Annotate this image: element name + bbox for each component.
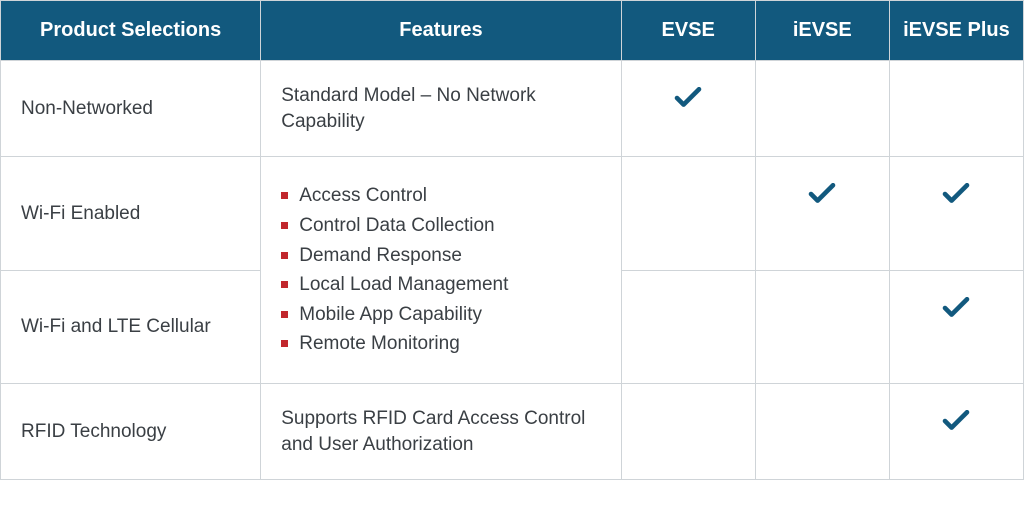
comparison-table-container: Product Selections Features EVSE iEVSE i… (0, 0, 1024, 480)
cell-evse (621, 157, 755, 270)
feature-list-item: Local Load Management (281, 272, 600, 298)
check-icon (808, 183, 836, 205)
cell-ievse (755, 384, 889, 480)
check-icon (942, 297, 970, 319)
feature-list-item: Remote Monitoring (281, 331, 600, 357)
table-row: Non-Networked Standard Model – No Networ… (1, 61, 1024, 157)
feature-list-item: Control Data Collection (281, 213, 600, 239)
table-row: RFID Technology Supports RFID Card Acces… (1, 384, 1024, 480)
check-icon (674, 87, 702, 109)
cell-ievse (755, 61, 889, 157)
cell-selection: Non-Networked (1, 61, 261, 157)
cell-features: Supports RFID Card Access Control and Us… (261, 384, 621, 480)
col-header-ievse-plus: iEVSE Plus (889, 1, 1023, 61)
feature-list-item: Demand Response (281, 243, 600, 269)
cell-selection: Wi-Fi Enabled (1, 157, 261, 270)
feature-list-item: Mobile App Capability (281, 302, 600, 328)
cell-ievse-plus (889, 61, 1023, 157)
table-row: Wi-Fi Enabled Access Control Control Dat… (1, 157, 1024, 270)
col-header-evse: EVSE (621, 1, 755, 61)
col-header-features: Features (261, 1, 621, 61)
feature-list: Access Control Control Data Collection D… (281, 183, 600, 357)
cell-ievse-plus (889, 384, 1023, 480)
cell-ievse (755, 270, 889, 383)
check-icon (942, 183, 970, 205)
table-header-row: Product Selections Features EVSE iEVSE i… (1, 1, 1024, 61)
comparison-table: Product Selections Features EVSE iEVSE i… (0, 0, 1024, 480)
cell-ievse (755, 157, 889, 270)
cell-selection: Wi-Fi and LTE Cellular (1, 270, 261, 383)
cell-features-list: Access Control Control Data Collection D… (261, 157, 621, 384)
cell-evse (621, 61, 755, 157)
cell-evse (621, 384, 755, 480)
cell-evse (621, 270, 755, 383)
check-icon (942, 410, 970, 432)
cell-features: Standard Model – No Network Capability (261, 61, 621, 157)
feature-list-item: Access Control (281, 183, 600, 209)
col-header-selection: Product Selections (1, 1, 261, 61)
cell-selection: RFID Technology (1, 384, 261, 480)
cell-ievse-plus (889, 270, 1023, 383)
col-header-ievse: iEVSE (755, 1, 889, 61)
cell-ievse-plus (889, 157, 1023, 270)
